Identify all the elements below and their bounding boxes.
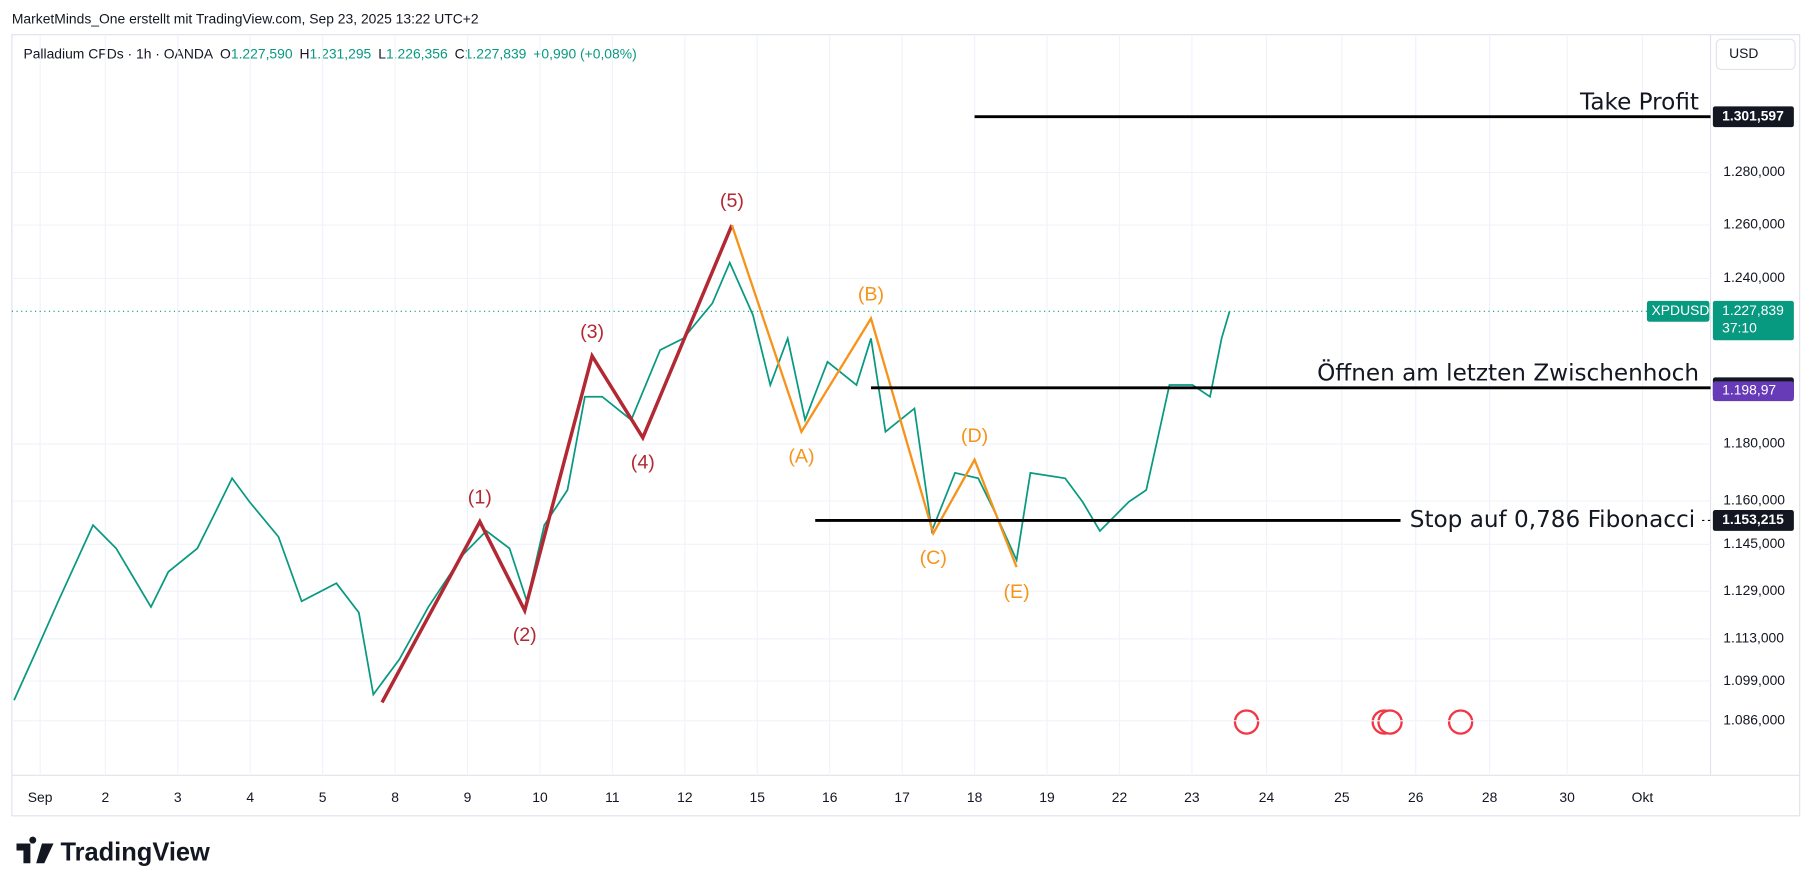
currency-button[interactable] (1715, 38, 1796, 71)
level-label: Öffnen am letzten Zwischenhoch (1317, 358, 1699, 386)
level-label: Stop auf 0,786 Fibonacci (1410, 507, 1695, 533)
level-tag (1712, 510, 1794, 531)
y-tick-label: 1.280,000 (1723, 163, 1785, 179)
x-tick-label: 16 (822, 789, 838, 805)
x-tick-label: 17 (894, 789, 910, 805)
ohlc-key: L (378, 45, 386, 61)
y-tick-label: 1.099,000 (1723, 672, 1785, 688)
x-tick-label: 12 (677, 789, 693, 805)
level-tag-label: 1.153,215 (1722, 511, 1784, 527)
wave-label: (1) (468, 487, 492, 509)
x-tick-label: 9 (464, 789, 472, 805)
currency: USD (1729, 45, 1758, 61)
x-tick-label: 30 (1559, 789, 1575, 805)
wave-line (380, 224, 734, 704)
y-tick-label: 1.240,000 (1723, 269, 1785, 285)
level-tag-label: 1.301,597 (1722, 107, 1784, 123)
y-tick-label: 1.145,000 (1723, 535, 1785, 551)
ohlc-value: 1.231,295 (310, 45, 372, 61)
x-tick-label: 26 (1408, 789, 1424, 805)
indicator-tag-label: 1.198,97 (1722, 381, 1776, 397)
logo-mark (16, 836, 54, 864)
level-label: Take Profit (1579, 89, 1699, 115)
y-tick-label: 1.160,000 (1723, 492, 1785, 508)
ohlc-key: O (220, 45, 231, 61)
y-tick-label: 1.086,000 (1723, 711, 1785, 727)
x-tick-label: Sep (28, 789, 53, 805)
wave-label: (E) (1003, 581, 1029, 603)
brand: TradingView (60, 839, 210, 867)
wave-label: (5) (720, 190, 744, 212)
wave-label: (A) (788, 445, 814, 467)
ohlc-key: H (300, 45, 310, 61)
wave-label: (D) (961, 425, 988, 447)
symbol: Palladium CFDs · 1h · OANDA (23, 45, 213, 61)
x-tick-label: 23 (1184, 789, 1200, 805)
wave-label: (2) (513, 624, 537, 646)
x-tick-label: 11 (605, 789, 620, 805)
level-tag (1712, 106, 1794, 128)
attribution: MarketMinds_One erstellt mit TradingView… (12, 10, 479, 26)
x-tick-label: 15 (750, 789, 766, 805)
x-tick-label: 10 (532, 789, 548, 805)
x-tick-label: 3 (174, 789, 182, 805)
plot (11, 34, 1711, 776)
y-tick-label: 1.260,000 (1723, 216, 1785, 232)
wave-line (730, 224, 1018, 568)
x-tick-label: 4 (246, 789, 254, 805)
wave-label: (C) (920, 547, 947, 569)
wave-label: (3) (580, 321, 604, 343)
x-tick-label: 8 (391, 789, 399, 805)
ohlc-value: 1.226,356 (386, 45, 448, 61)
symbol-tag (1646, 300, 1710, 322)
x-tick-label: 18 (967, 789, 983, 805)
wave-label: (4) (631, 451, 655, 473)
y-tick-label: 1.180,000 (1723, 435, 1785, 451)
wave-label: (B) (858, 284, 884, 306)
x-tick-label: 28 (1482, 789, 1498, 805)
event-icon[interactable] (1233, 709, 1260, 735)
y-tick-label: 1.113,000 (1723, 630, 1784, 646)
price-tag-label: 1.227,839 (1722, 302, 1784, 318)
x-tick-label: 2 (101, 789, 109, 805)
chart-frame (11, 34, 1801, 817)
y-tick-label: 1.129,000 (1723, 582, 1785, 598)
ohlc-value: 1.227,590 (231, 45, 293, 61)
event-icon[interactable] (1377, 709, 1403, 735)
ohlc-key: C (455, 45, 465, 61)
logo: TradingView (16, 836, 210, 867)
x-tick-label: 5 (319, 789, 327, 805)
x-tick-label: 24 (1259, 789, 1275, 805)
indicator-tag (1712, 381, 1794, 402)
x-tick-label: 19 (1039, 789, 1055, 805)
price-tag (1712, 300, 1794, 341)
event-icons (1233, 709, 1474, 735)
symbol-legend: Palladium CFDs · 1h · OANDA O1.227,590 H1.… (23, 45, 636, 61)
event-icon[interactable] (1447, 709, 1474, 735)
x-tick-label: 22 (1112, 789, 1128, 805)
x-tick-label: Okt (1632, 789, 1654, 805)
change: +0,990 (+0,08%) (533, 45, 636, 61)
x-tick-label: 25 (1334, 789, 1350, 805)
symbol-tag-label: XPDUSD (1652, 302, 1710, 318)
countdown: 37:10 (1722, 319, 1757, 335)
ohlc-value: 1.227,839 (465, 45, 527, 61)
